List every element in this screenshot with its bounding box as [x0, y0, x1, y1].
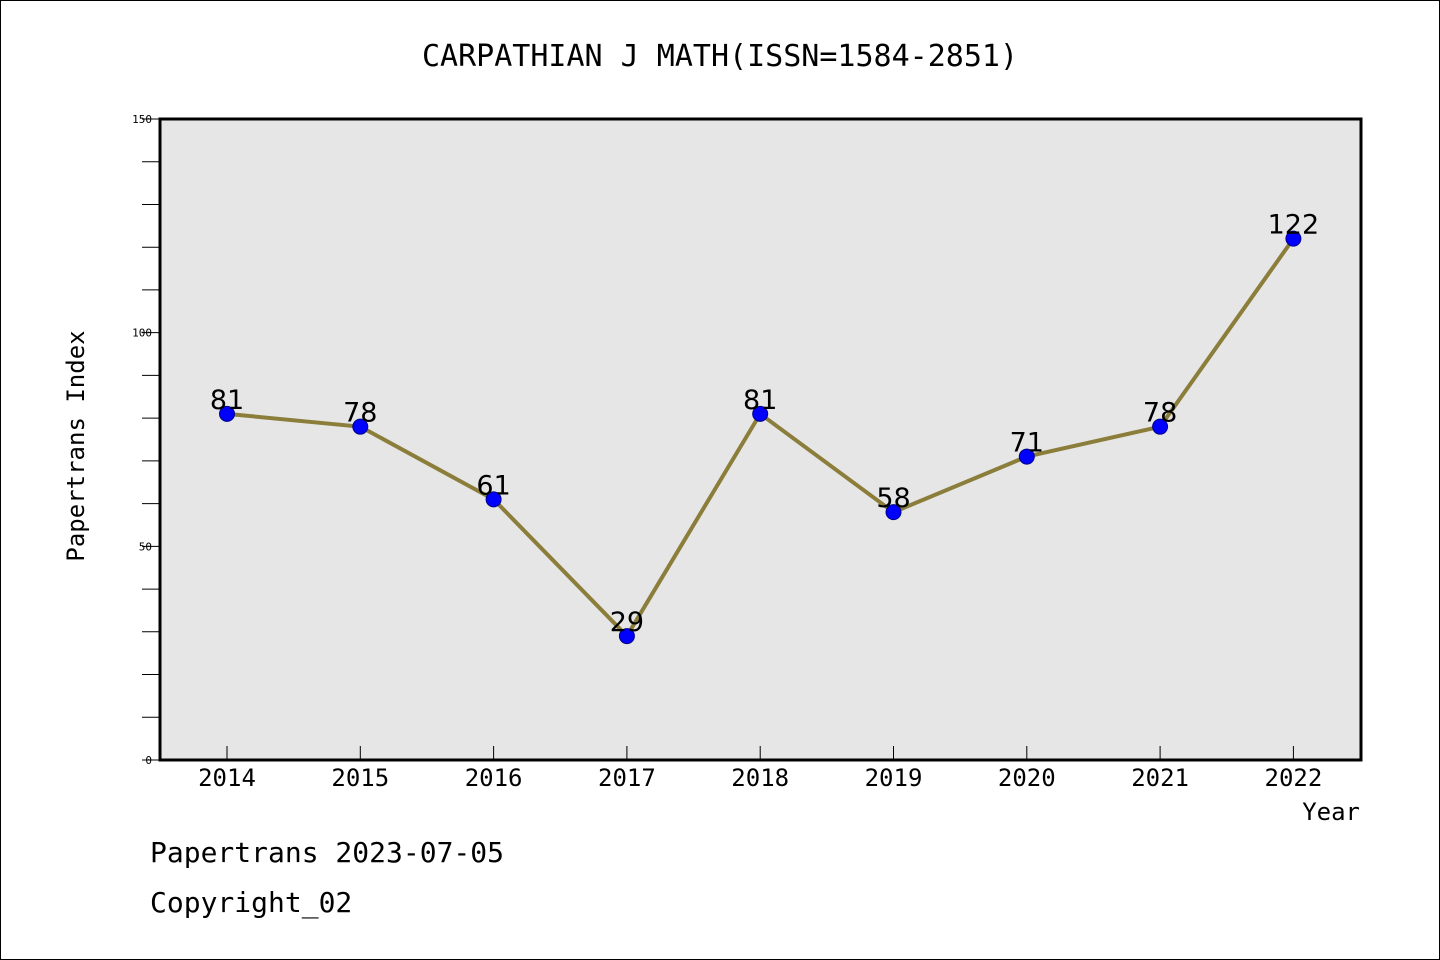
- x-tick-label: 2019: [865, 764, 923, 792]
- series-markers: [219, 230, 1302, 645]
- data-point: [1152, 418, 1169, 435]
- x-tick-label: 2018: [731, 764, 789, 792]
- data-labels: 81 78 61 29 81 58 71 78 122: [210, 210, 1319, 638]
- plot-area: [158, 117, 1363, 762]
- data-point: [1018, 448, 1035, 465]
- y-tick-label: 150: [132, 113, 152, 126]
- y-tick-label: 50: [139, 540, 152, 553]
- x-tick-label: 2022: [1265, 764, 1323, 792]
- data-label: 81: [210, 385, 244, 416]
- footer-date: Papertrans 2023-07-05: [150, 836, 505, 869]
- x-tick-label: 2015: [331, 764, 389, 792]
- x-axis-label: Year: [1302, 798, 1360, 826]
- data-label: 61: [476, 470, 510, 501]
- x-tick-label: 2020: [998, 764, 1056, 792]
- y-axis-label: Papertrans Index: [62, 330, 90, 561]
- data-point: [219, 405, 235, 422]
- x-tick-label: 2016: [465, 764, 523, 792]
- y-axis-ticks: 0 50 100 150: [132, 113, 160, 767]
- data-label: 78: [343, 398, 377, 429]
- y-tick-label: 100: [132, 327, 152, 340]
- data-point: [618, 628, 635, 645]
- data-label: 71: [1010, 428, 1044, 459]
- x-tick-label: 2014: [198, 764, 256, 792]
- footer-copyright: Copyright_02: [150, 886, 353, 919]
- x-tick-label: 2017: [598, 764, 656, 792]
- data-point: [1285, 230, 1302, 247]
- data-point: [885, 504, 902, 521]
- y-tick-label: 0: [145, 754, 152, 767]
- data-label: 58: [876, 483, 910, 514]
- data-point: [752, 405, 769, 422]
- x-axis-ticks: 2014 2015 2016 2017 2018 2019 2020 2021 2022: [198, 746, 1322, 792]
- data-label: 122: [1268, 210, 1320, 241]
- chart-title: CARPATHIAN J MATH(ISSN=1584-2851): [422, 39, 1018, 74]
- data-label: 78: [1143, 398, 1177, 429]
- data-point: [485, 491, 502, 508]
- data-label: 81: [743, 385, 777, 416]
- data-label: 29: [610, 607, 644, 638]
- x-tick-label: 2021: [1131, 764, 1189, 792]
- data-point: [352, 418, 369, 435]
